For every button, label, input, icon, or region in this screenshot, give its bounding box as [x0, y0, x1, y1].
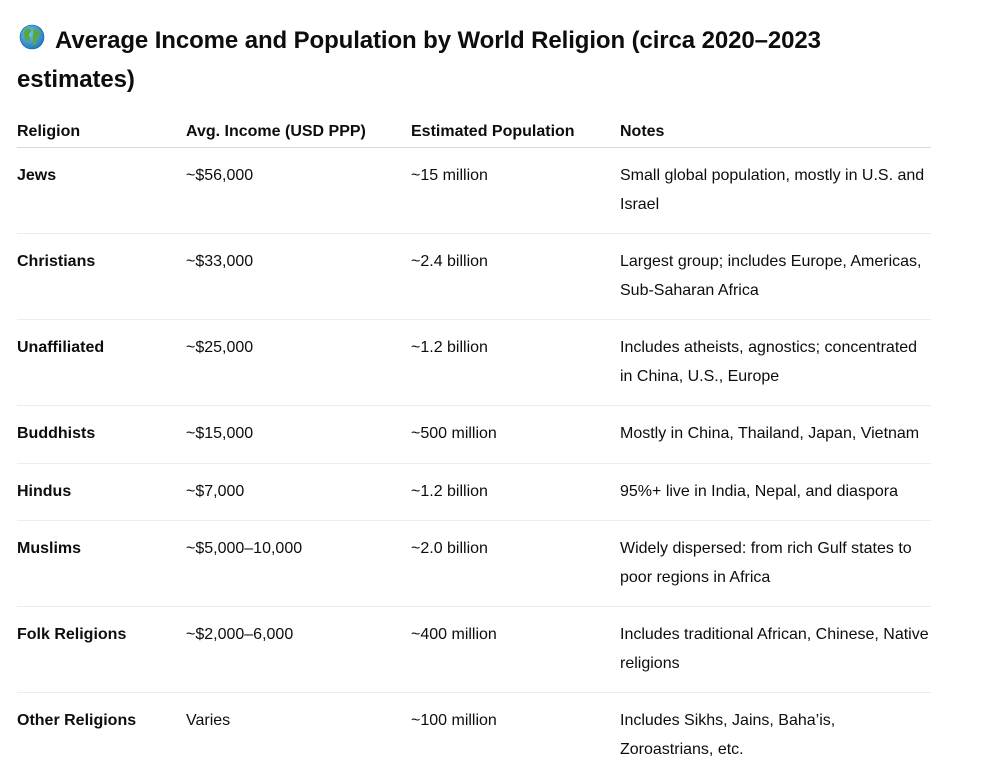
income-cell: ~$25,000 [186, 320, 411, 406]
notes-cell: Widely dispersed: from rich Gulf states … [620, 521, 931, 607]
column-header-income: Avg. Income (USD PPP) [186, 115, 411, 148]
table-row: Jews ~$56,000 ~15 million Small global p… [17, 148, 931, 234]
table-row: Buddhists ~$15,000 ~500 million Mostly i… [17, 406, 931, 464]
globe-icon [19, 23, 45, 49]
column-header-population: Estimated Population [411, 115, 620, 148]
notes-cell: Small global population, mostly in U.S. … [620, 148, 931, 234]
notes-cell: 95%+ live in India, Nepal, and diaspora [620, 463, 931, 521]
table-row: Christians ~$33,000 ~2.4 billion Largest… [17, 234, 931, 320]
population-cell: ~15 million [411, 148, 620, 234]
religion-cell: Christians [17, 234, 186, 320]
population-cell: ~1.2 billion [411, 320, 620, 406]
table-row: Unaffiliated ~$25,000 ~1.2 billion Inclu… [17, 320, 931, 406]
table-row: Other Religions Varies ~100 million Incl… [17, 693, 931, 778]
notes-cell: Includes Sikhs, Jains, Baha’is, Zoroastr… [620, 693, 931, 778]
notes-cell: Largest group; includes Europe, Americas… [620, 234, 931, 320]
table-row: Muslims ~$5,000–10,000 ~2.0 billion Wide… [17, 521, 931, 607]
income-cell: ~$15,000 [186, 406, 411, 464]
population-cell: ~1.2 billion [411, 463, 620, 521]
religion-cell: Other Religions [17, 693, 186, 778]
notes-cell: Mostly in China, Thailand, Japan, Vietna… [620, 406, 931, 464]
page-title: Average Income and Population by World R… [17, 0, 931, 99]
income-cell: ~$2,000–6,000 [186, 607, 411, 693]
religion-table: Religion Avg. Income (USD PPP) Estimated… [17, 115, 931, 778]
religion-cell: Unaffiliated [17, 320, 186, 406]
income-cell: ~$7,000 [186, 463, 411, 521]
column-header-notes: Notes [620, 115, 931, 148]
population-cell: ~2.4 billion [411, 234, 620, 320]
document: Average Income and Population by World R… [17, 0, 931, 778]
population-cell: ~400 million [411, 607, 620, 693]
population-cell: ~2.0 billion [411, 521, 620, 607]
religion-cell: Folk Religions [17, 607, 186, 693]
religion-cell: Muslims [17, 521, 186, 607]
table-header-row: Religion Avg. Income (USD PPP) Estimated… [17, 115, 931, 148]
income-cell: Varies [186, 693, 411, 778]
population-cell: ~500 million [411, 406, 620, 464]
notes-cell: Includes traditional African, Chinese, N… [620, 607, 931, 693]
income-cell: ~$56,000 [186, 148, 411, 234]
religion-cell: Buddhists [17, 406, 186, 464]
table-row: Hindus ~$7,000 ~1.2 billion 95%+ live in… [17, 463, 931, 521]
notes-cell: Includes atheists, agnostics; concentrat… [620, 320, 931, 406]
religion-cell: Jews [17, 148, 186, 234]
page-title-text: Average Income and Population by World R… [17, 27, 821, 93]
table-row: Folk Religions ~$2,000–6,000 ~400 millio… [17, 607, 931, 693]
population-cell: ~100 million [411, 693, 620, 778]
religion-cell: Hindus [17, 463, 186, 521]
column-header-religion: Religion [17, 115, 186, 148]
income-cell: ~$5,000–10,000 [186, 521, 411, 607]
income-cell: ~$33,000 [186, 234, 411, 320]
